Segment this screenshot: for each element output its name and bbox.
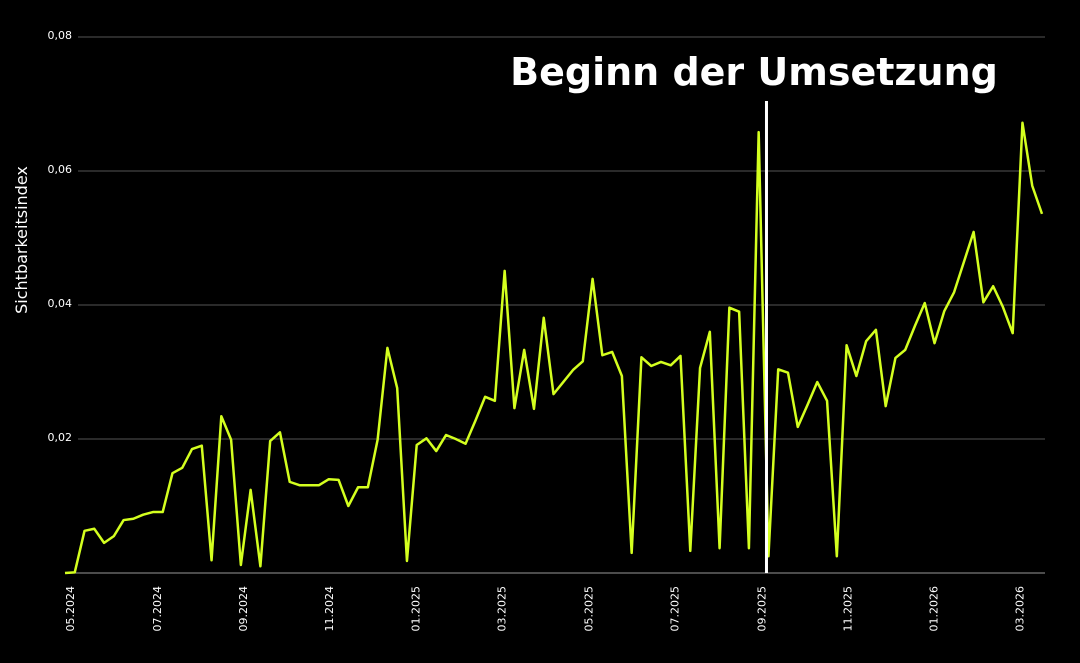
x-tick-label: 01.2026 [928,586,941,632]
x-tick-label: 07.2025 [669,586,682,632]
x-tick-label: 05.2024 [64,586,77,632]
x-tick-label: 03.2025 [496,586,509,632]
x-tick-label: 09.2025 [756,586,769,632]
y-tick-label: 0,08 [48,29,73,42]
x-tick-label: 07.2024 [151,586,164,632]
annotation-label: Beginn der Umsetzung [510,50,998,94]
x-tick-label: 09.2024 [237,586,250,632]
x-tick-label: 03.2026 [1014,586,1027,632]
x-tick-label: 05.2025 [583,586,596,632]
y-tick-label: 0,04 [48,297,73,310]
data-line [64,121,1044,575]
x-tick-label: 11.2025 [842,586,855,632]
x-tick-label: 01.2025 [410,586,423,632]
y-tick-label: 0,06 [48,163,73,176]
y-axis-label: Sichtbarkeitsindex [12,166,31,314]
y-tick-label: 0,02 [48,431,73,444]
x-tick-label: 11.2024 [323,586,336,632]
